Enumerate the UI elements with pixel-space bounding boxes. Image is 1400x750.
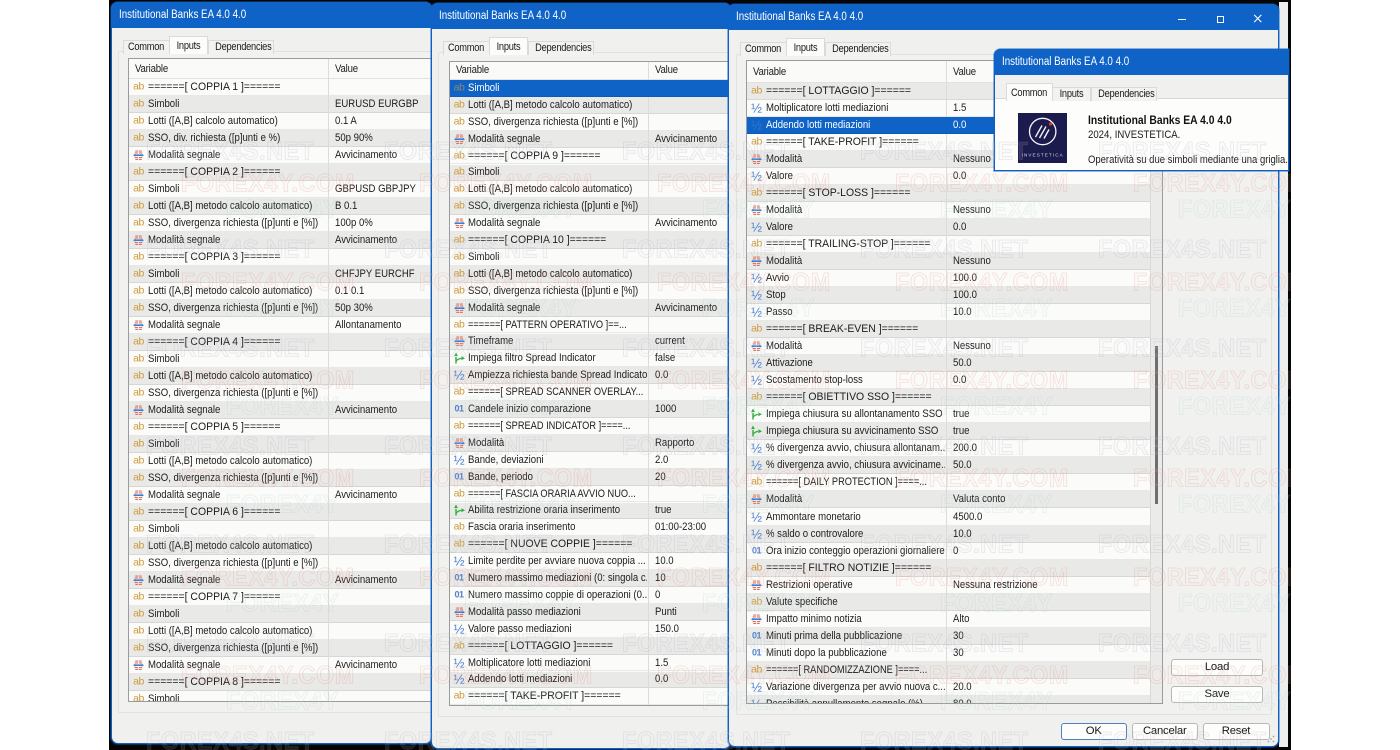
svg-text:INVESTETICA: INVESTETICA [1021, 153, 1063, 158]
